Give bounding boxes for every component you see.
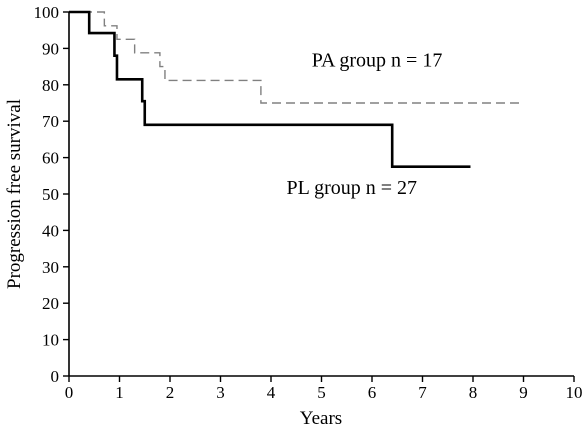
x-tick-label-5: 5 — [317, 383, 326, 402]
x-tick-label-9: 9 — [519, 383, 528, 402]
x-tick-label-3: 3 — [216, 383, 225, 402]
x-tick-label-4: 4 — [267, 383, 276, 402]
x-ticks: 0 1 2 3 4 5 6 7 8 9 10 — [65, 376, 583, 402]
x-tick-label-2: 2 — [166, 383, 175, 402]
y-ticks: 0 10 20 30 40 50 60 70 80 90 100 — [34, 3, 69, 386]
x-axis-title: Years — [300, 408, 342, 427]
series-line-pl-group — [69, 10, 471, 168]
y-tick-label-6: 60 — [42, 149, 59, 168]
y-tick-label-7: 70 — [42, 112, 59, 131]
x-tick-label-8: 8 — [469, 383, 478, 402]
y-tick-label-9: 90 — [42, 39, 59, 58]
x-tick-label-7: 7 — [418, 383, 427, 402]
x-tick-label-0: 0 — [65, 383, 74, 402]
annotations: PA group n = 17 PL group n = 27 — [287, 50, 443, 199]
y-tick-label-0: 0 — [51, 367, 60, 386]
x-tick-label-10: 10 — [566, 383, 583, 402]
annotation-pa-group: PA group n = 17 — [312, 50, 443, 72]
y-tick-label-5: 50 — [42, 185, 59, 204]
y-tick-label-8: 80 — [42, 76, 59, 95]
annotation-box-pa — [280, 40, 460, 80]
annotation-box-pl — [228, 170, 448, 226]
y-tick-label-3: 30 — [42, 258, 59, 277]
y-axis-title: Progression free survival — [4, 99, 25, 289]
y-tick-label-2: 20 — [42, 294, 59, 313]
series-layer — [69, 10, 524, 168]
y-tick-label-4: 40 — [42, 221, 59, 240]
x-tick-label-1: 1 — [115, 383, 124, 402]
annotation-pl-group: PL group n = 27 — [287, 177, 418, 199]
y-tick-label-10: 100 — [34, 3, 60, 22]
series-line-pa-group — [69, 11, 524, 104]
x-tick-label-6: 6 — [368, 383, 377, 402]
y-tick-label-1: 10 — [42, 331, 59, 350]
